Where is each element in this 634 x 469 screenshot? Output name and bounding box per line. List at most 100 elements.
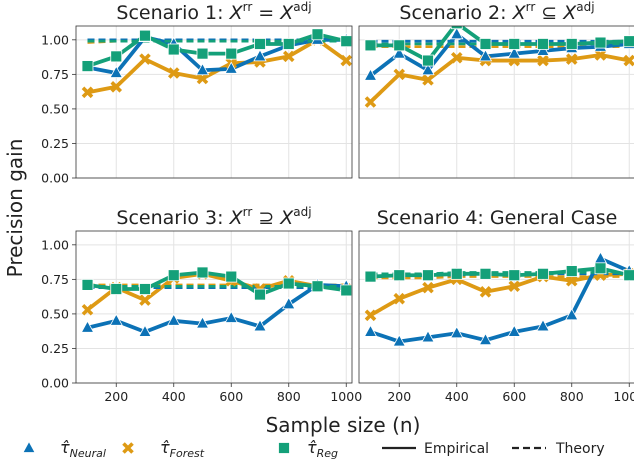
data-point-reg bbox=[282, 277, 295, 290]
panel-frame bbox=[358, 25, 634, 179]
panel-2: Scenario 2: Xrr ⊆ Xadj bbox=[358, 0, 634, 179]
data-point-reg bbox=[225, 47, 238, 60]
empirical-line-reg bbox=[86, 32, 347, 68]
data-point-reg bbox=[340, 35, 352, 48]
data-point-reg bbox=[167, 269, 180, 282]
data-point-reg bbox=[167, 43, 180, 56]
data-point-reg bbox=[364, 39, 377, 52]
data-point-reg bbox=[422, 269, 434, 282]
legend-label-neural: τ̂Neural bbox=[60, 438, 106, 460]
empirical-line-neural bbox=[87, 35, 347, 75]
y-tick-label: 1.00 bbox=[41, 237, 69, 252]
data-point-reg bbox=[81, 60, 94, 72]
data-point-reg bbox=[537, 38, 549, 50]
data-point-reg bbox=[81, 278, 94, 291]
legend-label-theory: Theory bbox=[555, 441, 605, 457]
data-point-neural bbox=[450, 26, 464, 40]
empirical-line-reg bbox=[370, 26, 630, 63]
data-point-neural bbox=[138, 324, 152, 337]
data-point-reg bbox=[364, 270, 377, 283]
empirical-line-neural bbox=[369, 256, 631, 344]
data-point-reg bbox=[479, 267, 492, 280]
empirical-line-neural bbox=[369, 32, 630, 78]
data-point-reg bbox=[196, 47, 209, 60]
data-point-neural bbox=[421, 62, 435, 76]
data-point-reg bbox=[340, 284, 352, 297]
data-point-forest bbox=[537, 54, 549, 67]
theory-line-reg bbox=[370, 271, 630, 276]
y-tick-label: 0.00 bbox=[41, 171, 69, 186]
x-tick-label: 600 bbox=[502, 389, 526, 404]
data-point-forest bbox=[479, 286, 492, 298]
data-point-forest bbox=[508, 280, 521, 293]
data-point-neural bbox=[478, 332, 493, 346]
data-point-neural bbox=[253, 319, 267, 332]
data-point-neural bbox=[421, 330, 435, 343]
data-point-reg bbox=[623, 35, 634, 48]
data-point-forest bbox=[565, 53, 578, 65]
data-point-neural bbox=[536, 319, 550, 332]
data-point-neural bbox=[167, 313, 181, 326]
data-point-forest bbox=[594, 49, 607, 61]
data-point-reg bbox=[479, 38, 492, 50]
x-tick-label: 200 bbox=[387, 389, 411, 404]
data-point-reg bbox=[450, 267, 463, 280]
data-point-neural bbox=[478, 49, 493, 62]
data-point-reg bbox=[110, 283, 123, 295]
y-tick-label: 0.25 bbox=[41, 341, 69, 356]
data-point-forest bbox=[139, 53, 151, 65]
data-point-neural bbox=[109, 313, 123, 326]
y-tick-label: 0.25 bbox=[41, 136, 69, 151]
panel-frame bbox=[358, 230, 634, 384]
data-point-forest bbox=[139, 294, 151, 306]
panel-title: Scenario 2: Xrr ⊆ Xadj bbox=[399, 0, 594, 24]
data-point-neural bbox=[224, 310, 238, 323]
series-group bbox=[363, 251, 634, 347]
data-point-neural bbox=[450, 325, 464, 339]
y-tick-label: 1.00 bbox=[41, 32, 69, 47]
data-point-reg bbox=[508, 38, 521, 50]
x-tick-label: 400 bbox=[445, 389, 469, 404]
legend-marker-forest bbox=[122, 442, 134, 454]
data-point-forest bbox=[196, 72, 209, 85]
data-point-reg bbox=[594, 262, 607, 275]
data-point-forest bbox=[450, 52, 463, 64]
theory-line-neural bbox=[370, 272, 630, 277]
series-group bbox=[80, 28, 352, 99]
data-point-neural bbox=[224, 61, 238, 74]
empirical-line-reg bbox=[87, 270, 347, 297]
data-point-forest bbox=[565, 274, 578, 287]
data-point-forest bbox=[364, 96, 377, 108]
data-point-reg bbox=[537, 267, 549, 280]
y-tick-label: 0.75 bbox=[41, 272, 69, 287]
empirical-line-forest bbox=[369, 271, 630, 317]
panels: 0.00 0.25 0.50 0.75 1.00 Scenario 1: Xrr = Xa… bbox=[41, 0, 634, 404]
data-point-reg bbox=[311, 28, 324, 41]
data-point-reg bbox=[422, 54, 434, 67]
data-point-reg bbox=[282, 38, 295, 50]
data-point-neural bbox=[363, 324, 378, 337]
data-point-reg bbox=[508, 269, 521, 282]
panel-title: Scenario 3: Xrr ⊇ Xadj bbox=[116, 205, 311, 229]
data-point-reg bbox=[311, 280, 324, 293]
data-point-neural bbox=[282, 296, 296, 310]
y-axis-label: Precision gain bbox=[3, 139, 27, 278]
data-point-reg bbox=[565, 265, 578, 277]
data-point-neural bbox=[109, 65, 123, 78]
y-tick-label: 0.00 bbox=[41, 376, 69, 391]
legend-label-forest: τ̂Forest bbox=[160, 438, 205, 460]
data-point-reg bbox=[110, 50, 123, 63]
data-point-forest bbox=[340, 54, 352, 67]
data-point-forest bbox=[422, 281, 434, 294]
panel-frame bbox=[75, 25, 353, 179]
data-point-reg bbox=[450, 26, 463, 30]
data-point-reg bbox=[225, 270, 238, 283]
data-point-neural bbox=[195, 316, 210, 329]
data-point-forest bbox=[393, 68, 406, 81]
data-point-neural bbox=[80, 320, 95, 333]
data-point-forest bbox=[167, 67, 180, 79]
data-point-forest bbox=[110, 81, 123, 93]
data-point-reg bbox=[623, 269, 634, 282]
data-point-neural bbox=[507, 324, 521, 337]
data-point-neural bbox=[195, 62, 210, 76]
